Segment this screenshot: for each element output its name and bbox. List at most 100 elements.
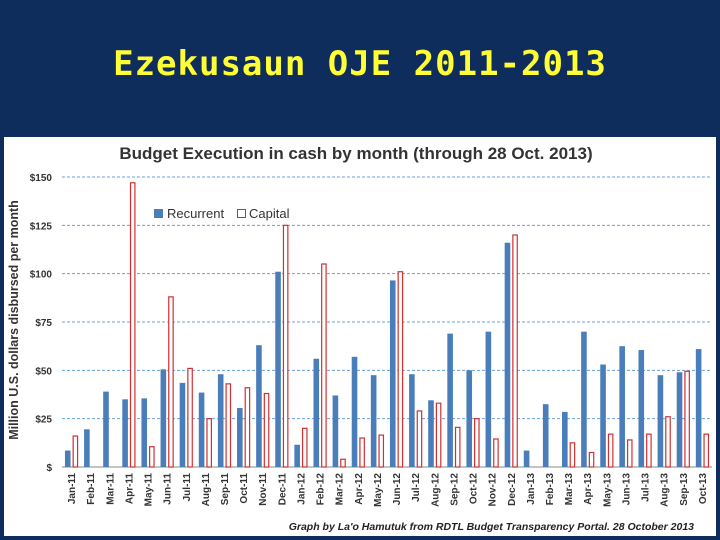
budget-execution-chart: Budget Execution in cash by month (throu… (7, 144, 712, 533)
bar-capital-sep-13 (684, 370, 690, 468)
bar-capital-jan-12 (301, 427, 308, 468)
bar-capital-may-12 (378, 434, 385, 468)
x-tick-label: May-12 (373, 473, 384, 507)
x-tick-label: Apr-11 (124, 473, 135, 505)
bar-capital-dec-12 (512, 234, 518, 468)
x-tick-label: Mar-13 (564, 473, 575, 506)
bar-recurrent-may-13 (600, 364, 606, 467)
bar-recurrent-aug-12 (428, 400, 434, 467)
bar-capital-jun-11 (168, 296, 174, 468)
bar-capital-jul-12 (416, 410, 423, 468)
x-tick-label: Jul-12 (411, 473, 422, 502)
x-tick-label: Feb-13 (545, 473, 556, 506)
x-tick-label: Jan-12 (296, 473, 307, 505)
legend-swatch-capital (237, 209, 246, 218)
y-tick-label: $75 (35, 318, 52, 329)
slide-title: Ezekusaun OJE 2011-2013 (113, 44, 607, 84)
bar-recurrent-dec-12 (504, 242, 511, 467)
bar-recurrent-nov-11 (256, 345, 262, 467)
x-tick-label: May-11 (144, 473, 155, 507)
legend-label-recurrent: Recurrent (167, 206, 224, 221)
y-tick-label: $ (46, 463, 52, 474)
x-tick-label: Aug-12 (430, 473, 441, 507)
x-tick-label: Jun-13 (621, 473, 632, 506)
bar-capital-apr-13 (588, 451, 595, 468)
legend: Recurrent Capital (154, 206, 290, 221)
x-tick-label: Jan-13 (526, 473, 537, 505)
bar-recurrent-oct-13 (695, 349, 702, 467)
bar-recurrent-jan-12 (294, 444, 300, 467)
bar-capital-apr-12 (359, 437, 365, 468)
bar-capital-sep-11 (225, 383, 232, 468)
bar-capital-nov-11 (263, 392, 270, 468)
x-tick-label: Feb-12 (316, 473, 327, 506)
x-tick-label: Feb-11 (86, 473, 97, 505)
bar-recurrent-dec-11 (275, 271, 281, 467)
x-tick-label: Jun-11 (163, 473, 174, 505)
bar-capital-dec-11 (282, 224, 289, 468)
bar-capital-jul-13 (646, 433, 652, 468)
bar-recurrent-apr-13 (581, 331, 587, 467)
bar-recurrent-apr-11 (122, 399, 128, 467)
x-tick-label: Oct-13 (698, 473, 709, 505)
bar-capital-sep-12 (454, 426, 461, 468)
bar-capital-aug-11 (206, 418, 212, 468)
bar-capital-oct-11 (244, 387, 251, 468)
bar-recurrent-jul-12 (409, 374, 415, 467)
bar-recurrent-feb-12 (313, 358, 320, 467)
bar-capital-nov-12 (493, 438, 499, 468)
bar-recurrent-sep-11 (217, 374, 224, 467)
bar-capital-feb-12 (321, 263, 327, 468)
bar-capital-jun-12 (397, 271, 404, 468)
bar-capital-oct-12 (474, 418, 480, 468)
legend-swatch-recurrent (154, 209, 163, 218)
x-tick-label: May-13 (602, 473, 613, 507)
bar-capital-apr-11 (129, 182, 136, 468)
x-tick-label: Dec-11 (277, 473, 288, 506)
bar-recurrent-jun-12 (389, 280, 396, 467)
x-tick-label: Aug-11 (201, 473, 212, 507)
x-tick-label: Mar-11 (105, 473, 116, 505)
bar-recurrent-oct-12 (466, 370, 473, 467)
legend-label-capital: Capital (249, 206, 290, 221)
x-tick-label: Jun-12 (392, 473, 403, 506)
x-tick-label: Sep-13 (679, 473, 690, 506)
x-tick-label: Nov-12 (488, 473, 499, 507)
bar-recurrent-jan-11 (64, 450, 71, 467)
x-tick-label: Mar-12 (335, 473, 346, 506)
bar-recurrent-jun-13 (619, 346, 625, 467)
y-tick-label: $100 (30, 270, 53, 281)
chart-title: Budget Execution in cash by month (throu… (119, 144, 592, 163)
bar-recurrent-sep-12 (447, 333, 453, 467)
bar-recurrent-mar-13 (562, 411, 568, 467)
bar-capital-aug-13 (665, 416, 671, 468)
bars (64, 182, 710, 468)
bar-recurrent-aug-11 (198, 392, 205, 467)
x-tick-label: Sep-12 (449, 473, 460, 506)
x-tick-label: Jan-11 (67, 473, 78, 505)
y-axis-label: Million U.S. dollars disbursed per month (7, 200, 21, 440)
y-tick-label: $25 (35, 415, 52, 426)
y-tick-label: $150 (30, 173, 53, 184)
bar-capital-mar-12 (340, 458, 346, 468)
bar-recurrent-oct-11 (237, 408, 243, 467)
bar-recurrent-sep-13 (676, 372, 683, 467)
bar-recurrent-jan-13 (523, 450, 530, 467)
bar-capital-may-13 (607, 433, 614, 468)
bar-recurrent-jul-11 (179, 382, 186, 467)
bar-capital-jul-11 (187, 367, 193, 468)
bar-capital-aug-12 (435, 402, 442, 468)
bar-capital-mar-13 (569, 442, 576, 468)
x-tick-label: Jul-11 (182, 473, 193, 502)
x-tick-label: Apr-13 (583, 473, 594, 505)
x-tick-label: Oct-12 (469, 473, 480, 505)
y-tick-labels: $ $25 $50 $75 $100 $125 $150 (30, 173, 53, 474)
x-tick-label: Nov-11 (258, 473, 269, 506)
x-tick-label: Oct-11 (239, 473, 250, 504)
bar-recurrent-apr-12 (351, 356, 358, 467)
bar-recurrent-mar-11 (103, 391, 109, 467)
x-tick-label: Dec-12 (507, 473, 518, 506)
chart-panel: Budget Execution in cash by month (throu… (4, 137, 716, 536)
y-tick-label: $50 (35, 366, 52, 377)
bar-recurrent-feb-13 (542, 404, 549, 467)
